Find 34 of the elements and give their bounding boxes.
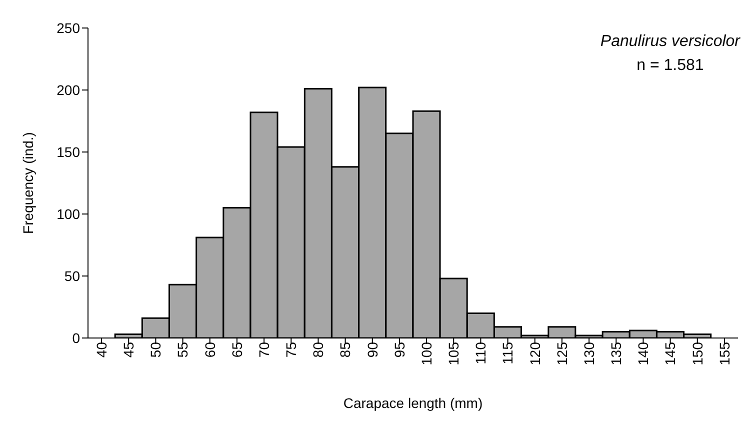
y-tick-label: 200 (56, 82, 80, 98)
y-tick-label: 250 (56, 20, 80, 36)
annotation: Panulirus versicolor (600, 32, 740, 52)
x-tick-label: 110 (472, 342, 489, 364)
y-axis-title: Frequency (ind.) (20, 132, 36, 234)
x-tick-label: 70 (256, 342, 272, 358)
x-tick-label: 140 (635, 342, 652, 366)
y-tick-label: 0 (72, 330, 80, 346)
x-tick-label: 85 (337, 342, 354, 358)
x-tick-label: 55 (174, 342, 191, 358)
x-tick-label: 45 (120, 342, 137, 358)
x-tick-label: 65 (228, 342, 245, 358)
x-tick-label: 155 (716, 342, 732, 366)
x-tick-label: 125 (554, 342, 570, 366)
x-tick-label: 60 (202, 342, 218, 358)
annotation: n = 1.581 (636, 56, 705, 76)
x-tick-label: 95 (391, 342, 408, 358)
x-tick-label: 75 (283, 342, 300, 358)
x-tick-label: 40 (93, 342, 110, 358)
y-tick-label: 150 (56, 144, 80, 160)
x-tick-label: 90 (364, 342, 380, 358)
x-tick-label: 120 (526, 342, 543, 366)
x-tick-label: 105 (446, 342, 462, 366)
x-tick-label: 100 (418, 342, 434, 366)
x-tick-label: 80 (310, 342, 326, 358)
x-tick-label: 115 (500, 342, 516, 364)
y-tick-label: 50 (64, 268, 80, 284)
x-tick-label: 150 (689, 342, 706, 366)
x-tick-label: 145 (662, 342, 678, 366)
x-tick-label: 135 (608, 342, 624, 366)
x-tick-label: 130 (580, 342, 597, 366)
x-axis-title: Carapace length (mm) (343, 395, 483, 411)
y-tick-label: 100 (56, 206, 80, 222)
x-tick-label: 50 (148, 342, 164, 358)
